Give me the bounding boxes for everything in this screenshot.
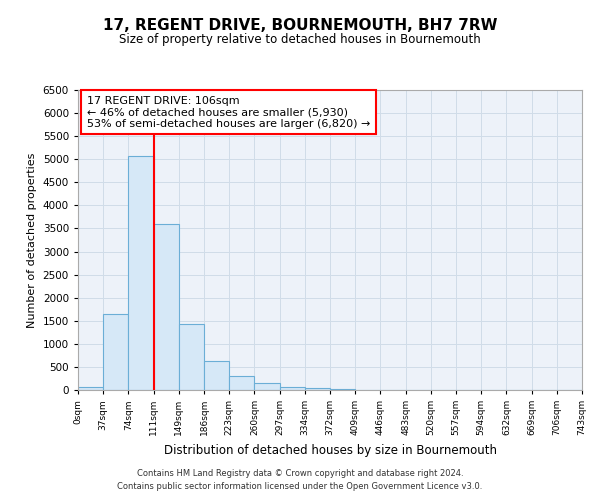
Text: Contains public sector information licensed under the Open Government Licence v3: Contains public sector information licen… bbox=[118, 482, 482, 491]
Bar bbox=[254, 383, 280, 390]
Bar bbox=[128, 156, 154, 390]
Bar bbox=[179, 324, 204, 390]
Bar bbox=[330, 389, 355, 390]
Bar bbox=[229, 376, 254, 390]
Bar bbox=[280, 386, 305, 390]
Y-axis label: Number of detached properties: Number of detached properties bbox=[27, 152, 37, 328]
Bar bbox=[78, 386, 103, 390]
Text: 17 REGENT DRIVE: 106sqm
← 46% of detached houses are smaller (5,930)
53% of semi: 17 REGENT DRIVE: 106sqm ← 46% of detache… bbox=[87, 96, 370, 128]
Text: 17, REGENT DRIVE, BOURNEMOUTH, BH7 7RW: 17, REGENT DRIVE, BOURNEMOUTH, BH7 7RW bbox=[103, 18, 497, 32]
Bar bbox=[305, 388, 330, 390]
Text: Size of property relative to detached houses in Bournemouth: Size of property relative to detached ho… bbox=[119, 32, 481, 46]
Bar bbox=[154, 224, 179, 390]
Bar bbox=[103, 314, 128, 390]
Text: Contains HM Land Registry data © Crown copyright and database right 2024.: Contains HM Land Registry data © Crown c… bbox=[137, 468, 463, 477]
Bar bbox=[204, 361, 229, 390]
X-axis label: Distribution of detached houses by size in Bournemouth: Distribution of detached houses by size … bbox=[163, 444, 497, 456]
